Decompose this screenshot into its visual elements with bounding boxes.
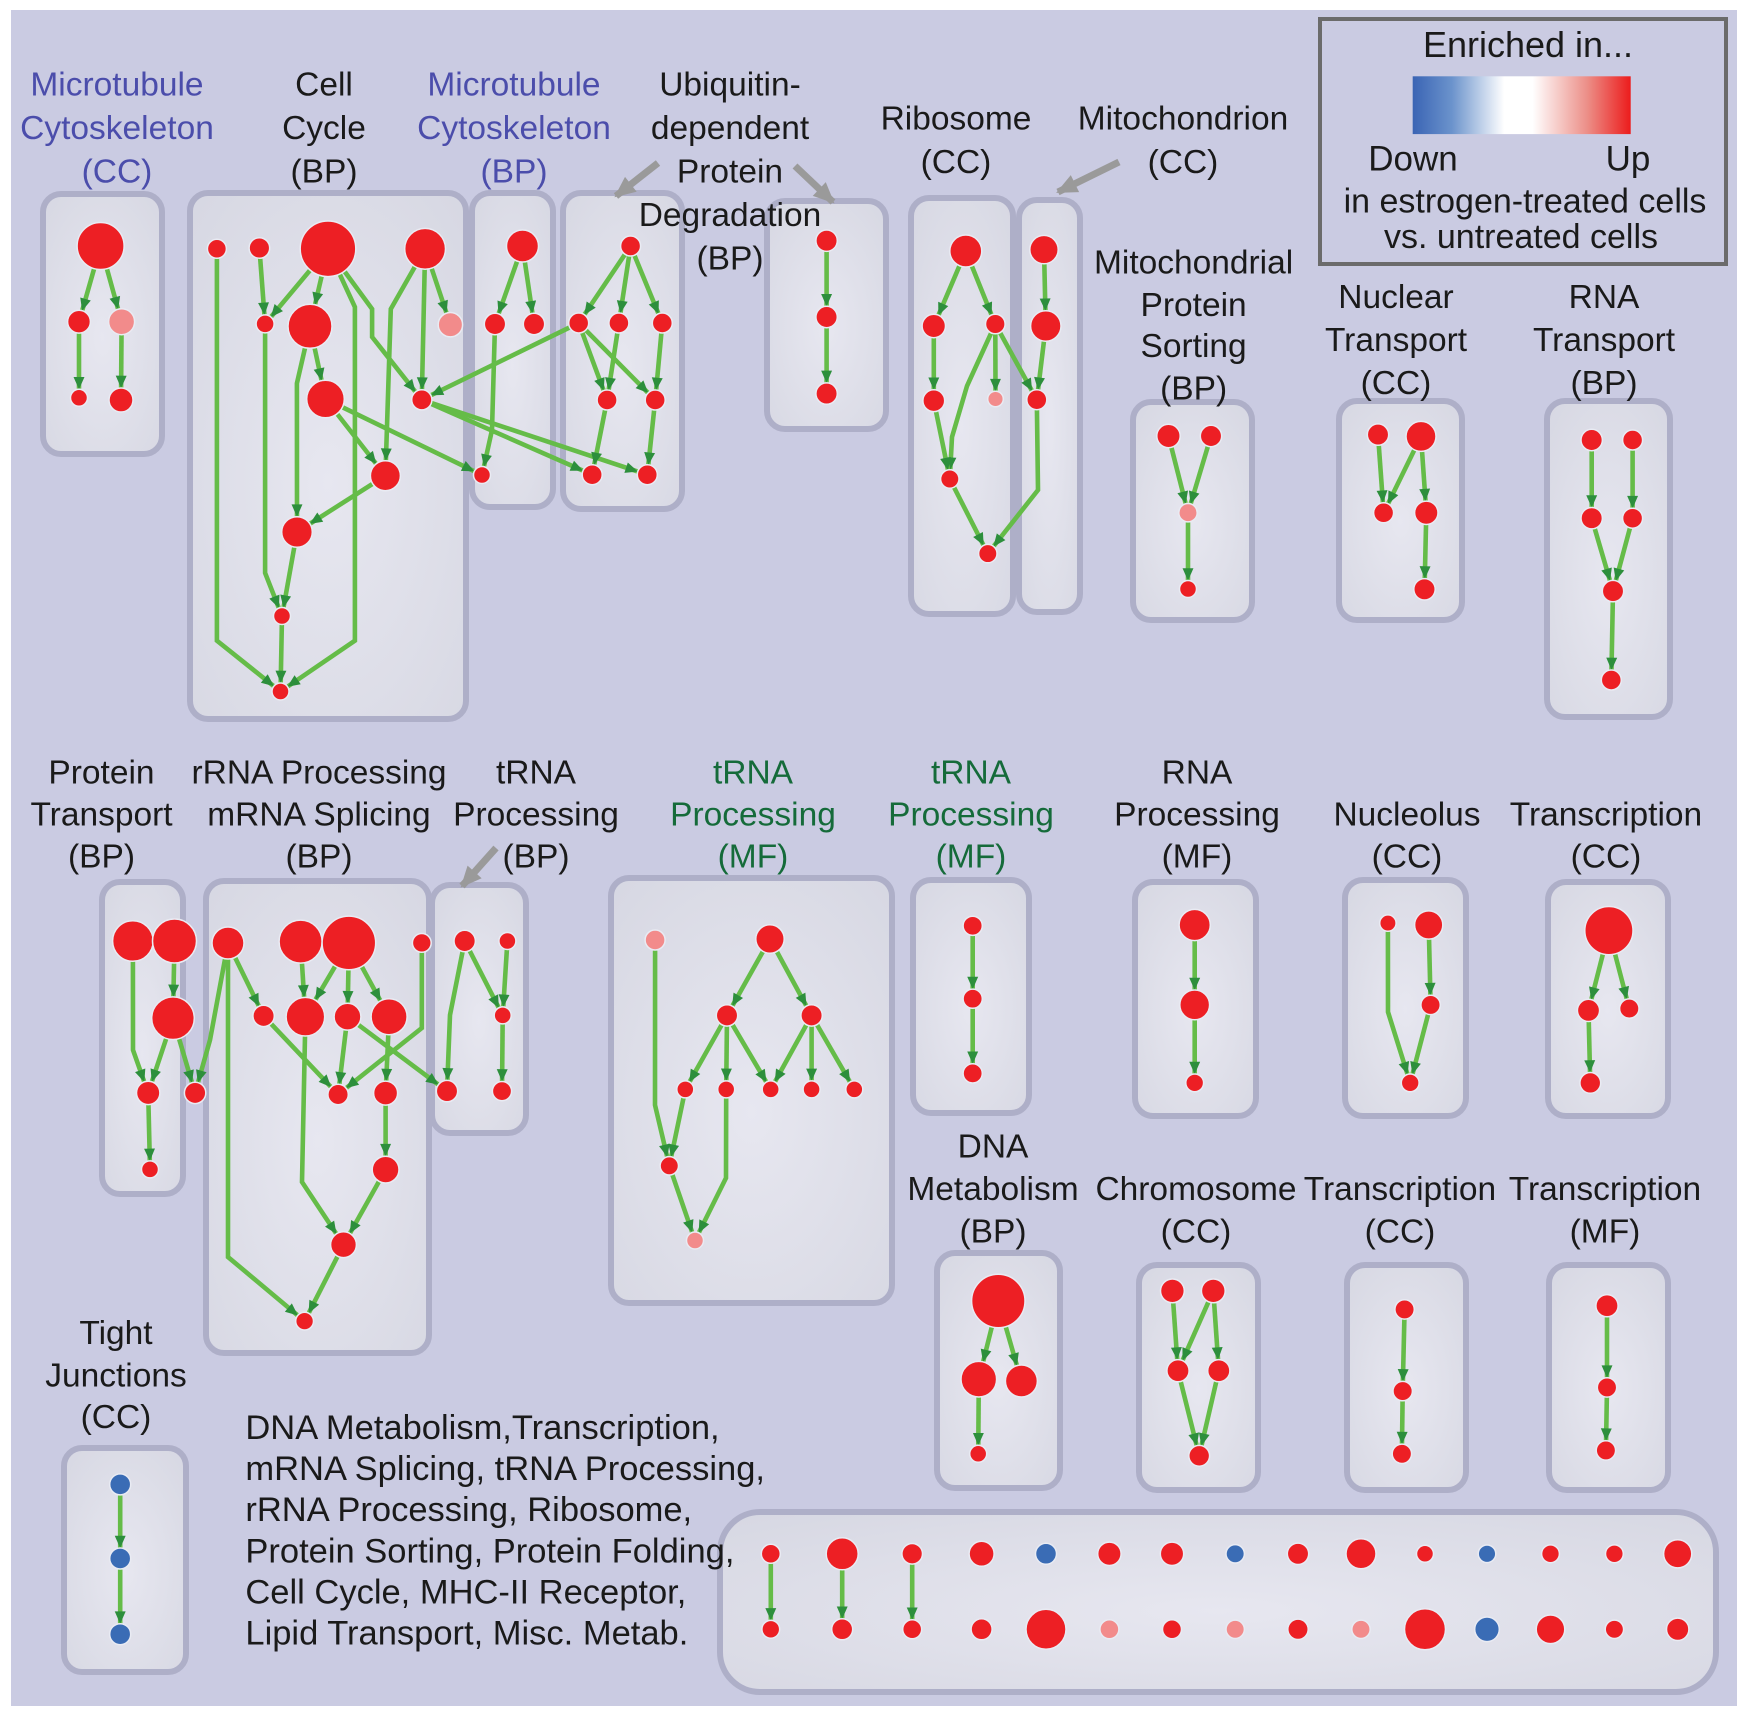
svg-text:in estrogen-treated cells: in estrogen-treated cells [1344,182,1707,220]
svg-text:rRNA Processing, Ribosome,: rRNA Processing, Ribosome, [245,1491,692,1529]
svg-text:Lipid Transport, Misc. Metab.: Lipid Transport, Misc. Metab. [245,1614,688,1652]
svg-text:Sorting: Sorting [1141,328,1247,365]
svg-text:(BP): (BP) [481,153,548,190]
svg-text:Junctions: Junctions [45,1357,187,1394]
svg-text:Tight: Tight [79,1315,153,1352]
svg-text:tRNA: tRNA [931,754,1012,791]
svg-text:vs. untreated cells: vs. untreated cells [1384,218,1658,256]
svg-text:(BP): (BP) [286,838,353,875]
svg-text:Mitochondrion: Mitochondrion [1078,100,1288,137]
svg-text:(CC): (CC) [1571,838,1642,875]
svg-text:Transcription: Transcription [1509,1171,1701,1208]
svg-text:Microtubule: Microtubule [427,66,600,103]
svg-text:Chromosome: Chromosome [1095,1171,1296,1208]
svg-text:(CC): (CC) [1148,144,1219,181]
svg-text:(BP): (BP) [1571,365,1638,402]
svg-text:Up: Up [1606,139,1651,178]
svg-text:Enriched in...: Enriched in... [1423,24,1633,65]
svg-text:tRNA: tRNA [713,754,794,791]
svg-text:(BP): (BP) [1160,371,1227,408]
svg-text:Cell Cycle, MHC-II Receptor,: Cell Cycle, MHC-II Receptor, [245,1573,686,1611]
svg-text:(CC): (CC) [1161,1213,1232,1250]
svg-text:(CC): (CC) [1372,838,1443,875]
svg-text:(CC): (CC) [921,144,992,181]
svg-text:Cytoskeleton: Cytoskeleton [20,110,214,147]
svg-text:rRNA Processing: rRNA Processing [191,754,446,791]
svg-text:Degradation: Degradation [639,197,822,234]
svg-text:(CC): (CC) [82,153,153,190]
svg-text:dependent: dependent [651,110,810,147]
svg-text:Protein: Protein [48,754,154,791]
svg-text:Ribosome: Ribosome [881,100,1032,137]
svg-text:(MF): (MF) [718,838,789,875]
svg-text:(CC): (CC) [1361,365,1432,402]
svg-text:Transport: Transport [1533,322,1676,359]
svg-text:(BP): (BP) [291,153,358,190]
svg-text:Cell: Cell [295,66,353,103]
svg-text:DNA Metabolism,Transcription,: DNA Metabolism,Transcription, [245,1409,719,1447]
svg-text:(BP): (BP) [503,838,570,875]
svg-text:Nuclear: Nuclear [1338,279,1453,316]
svg-text:Nucleolus: Nucleolus [1333,796,1480,833]
svg-text:Protein: Protein [677,153,783,190]
svg-text:mRNA Splicing: mRNA Splicing [207,796,430,833]
svg-text:(MF): (MF) [1162,838,1233,875]
svg-text:DNA: DNA [958,1129,1029,1166]
svg-text:Transcription: Transcription [1510,796,1702,833]
svg-text:(BP): (BP) [68,838,135,875]
svg-text:RNA: RNA [1162,754,1233,791]
svg-text:Cytoskeleton: Cytoskeleton [417,110,611,147]
svg-text:Processing: Processing [888,796,1054,833]
svg-text:Cycle: Cycle [282,110,366,147]
svg-text:RNA: RNA [1569,279,1640,316]
svg-text:Transport: Transport [30,796,173,833]
svg-text:(CC): (CC) [81,1399,152,1436]
svg-text:Transcription: Transcription [1304,1171,1496,1208]
svg-text:Microtubule: Microtubule [30,66,203,103]
svg-text:(MF): (MF) [936,838,1007,875]
svg-text:Metabolism: Metabolism [907,1171,1078,1208]
svg-text:Protein Sorting, Protein Foldi: Protein Sorting, Protein Folding, [245,1532,734,1570]
svg-text:Transport: Transport [1325,322,1468,359]
svg-text:(CC): (CC) [1365,1213,1436,1250]
svg-text:Processing: Processing [1114,796,1280,833]
svg-text:mRNA Splicing, tRNA Processing: mRNA Splicing, tRNA Processing, [245,1450,765,1488]
svg-text:(BP): (BP) [960,1213,1027,1250]
svg-text:Processing: Processing [453,796,619,833]
svg-text:(BP): (BP) [697,240,764,277]
svg-text:Down: Down [1368,139,1457,178]
svg-text:Mitochondrial: Mitochondrial [1094,244,1293,281]
svg-text:Protein: Protein [1141,287,1247,324]
svg-text:(MF): (MF) [1570,1213,1641,1250]
svg-text:Processing: Processing [670,796,836,833]
svg-text:Ubiquitin-: Ubiquitin- [659,66,801,103]
svg-text:tRNA: tRNA [496,754,577,791]
